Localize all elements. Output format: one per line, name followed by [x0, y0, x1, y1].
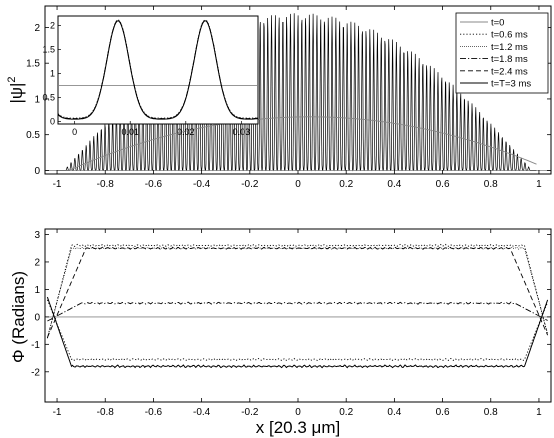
inset-y-tick-label: 1 [50, 69, 55, 79]
bottom-x-tick-label: 1 [536, 407, 542, 418]
bottom-y-tick-label: 1 [34, 285, 40, 296]
bottom-y-tick-label: 2 [34, 257, 40, 268]
top-x-tick-label: 0.8 [484, 179, 498, 190]
bottom-xlabel: x [20.3 μm] [256, 418, 340, 437]
bottom-y-tick-label: -2 [31, 367, 40, 378]
inset-x-tick-label: 0.01 [121, 127, 139, 137]
inset-plot: 0 0.01 0.02 0.03 0 0.5 1 1.5 2 [42, 16, 258, 137]
bottom-x-tick-label: 0.2 [339, 407, 353, 418]
bottom-x-tick-label: 0.4 [387, 407, 401, 418]
top-y-tick-label: 2 [34, 23, 40, 34]
bottom-x-tick-label: -0.6 [145, 407, 163, 418]
top-x-tick-label: -0.4 [193, 179, 211, 190]
inset-x-tick-label: 0.02 [177, 127, 195, 137]
top-panel: -1 -0.8 -0.6 -0.4 -0.2 0 0.2 0.4 0.6 0.8 100.511.5… [6, 6, 551, 190]
legend-label: t=0 [491, 18, 504, 29]
inset-x-tick-label: 0 [72, 127, 77, 137]
legend-label: t=0.6 ms [491, 30, 528, 41]
top-x-tick-label: 0 [295, 179, 301, 190]
legend-label: t=1.2 ms [491, 42, 528, 53]
bottom-x-tick-label: -1 [53, 407, 62, 418]
top-x-tick-label: -0.8 [97, 179, 115, 190]
bottom-x-tick-label: 0 [295, 407, 301, 418]
top-y-tick-label: 0 [34, 166, 40, 177]
top-x-tick-label: -1 [53, 179, 62, 190]
bottom-ylabel: Φ (Radians) [9, 271, 28, 363]
top-ylabel-base: |ψ| [7, 83, 26, 104]
top-x-tick-label: -0.6 [145, 179, 163, 190]
bottom-x-tick-label: 0.6 [436, 407, 450, 418]
bottom-y-tick-label: -1 [31, 340, 40, 351]
top-x-tick-label: 1 [536, 179, 542, 190]
bottom-x-tick-label: 0.8 [484, 407, 498, 418]
legend-label: t=T=3 ms [491, 79, 531, 90]
bottom-y-tick-label: 3 [34, 230, 40, 241]
inset-y-tick-label: 2 [50, 21, 55, 31]
top-x-tick-label: -0.2 [241, 179, 259, 190]
top-ylabel-sup: 2 [6, 76, 18, 82]
bottom-x-tick-label: -0.8 [97, 407, 115, 418]
top-ylabel: |ψ|2 [6, 76, 26, 103]
inset-y-tick-label: 1.5 [42, 45, 55, 55]
bottom-panel: -1 -0.8 -0.6 -0.4 -0.2 0 0.2 0.4 0.6 0.8 1 -2 -1 0 1 2 3… [9, 229, 551, 437]
top-x-tick-label: 0.4 [387, 179, 401, 190]
legend: t=0t=0.6 mst=1.2 mst=1.8 mst=2.4 ms t=T=3… [456, 13, 548, 93]
inset-y-tick-label: 0 [50, 117, 55, 127]
inset-x-tick-label: 0.03 [233, 127, 251, 137]
top-x-tick-label: 0.2 [339, 179, 353, 190]
bottom-x-tick-label: -0.4 [193, 407, 211, 418]
top-y-tick-label: 0.5 [26, 130, 40, 141]
top-x-tick-label: 0.6 [436, 179, 450, 190]
legend-label: t=2.4 ms [491, 66, 528, 77]
bottom-y-tick-label: 0 [34, 312, 40, 323]
legend-label: t=1.8 ms [491, 54, 528, 65]
bottom-plot-frame [45, 229, 551, 402]
top-y-tick-label: 1.5 [26, 59, 40, 70]
top-y-tick-label: 1 [34, 94, 40, 105]
inset-y-tick-label: 0.5 [42, 93, 55, 103]
bottom-x-tick-label: -0.2 [241, 407, 259, 418]
